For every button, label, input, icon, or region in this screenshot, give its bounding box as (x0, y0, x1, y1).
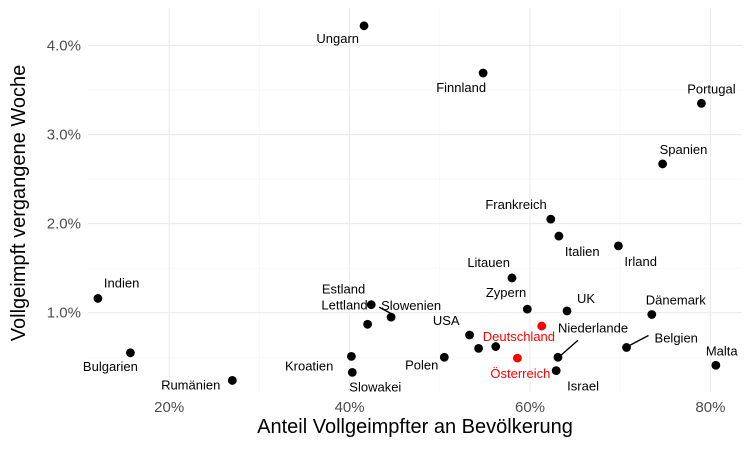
scatter-point (439, 352, 449, 362)
point-label: Niederlande (558, 320, 628, 335)
scatter-point (491, 342, 501, 351)
point-label: Lettland (321, 297, 367, 312)
point-label: Dänemark (646, 292, 706, 307)
scatter-point (359, 21, 369, 31)
x-axis-title: Anteil Vollgeimpfter an Bevölkerung (257, 416, 573, 438)
scatter-point (658, 159, 668, 169)
point-label: Estland (322, 282, 365, 297)
point-label: Ungarn (316, 31, 359, 46)
scatter-point (697, 98, 706, 108)
x-tick-label: 80% (695, 399, 725, 416)
scatter-point (711, 360, 721, 370)
label-leader-line (378, 306, 395, 316)
scatter-point (474, 343, 483, 353)
y-tick-label: 1.0% (47, 305, 81, 322)
point-label: Belgien (655, 330, 698, 345)
x-tick-label: 20% (154, 399, 184, 416)
y-axis-ticks: 1.0% 2.0% 3.0% 4.0% (47, 37, 81, 321)
point-label: Indien (104, 275, 139, 290)
label-leader-line (629, 334, 649, 347)
point-label: USA (433, 313, 460, 328)
scatter-point (478, 68, 488, 78)
point-label: Finnland (436, 80, 486, 95)
point-label: Spanien (660, 142, 708, 157)
point-labels: Ungarn Finnland Portugal Spanien Frankreich I… (83, 31, 738, 395)
x-tick-label: 60% (515, 399, 545, 416)
scatter-point (507, 273, 517, 283)
y-tick-label: 2.0% (47, 216, 81, 233)
point-label: Frankreich (485, 197, 546, 212)
point-label: Polen (405, 357, 438, 372)
point-label: Israel (567, 379, 599, 394)
point-label: Slowakei (349, 379, 401, 394)
scatter-point (553, 352, 563, 362)
scatter-point (522, 304, 532, 314)
scatter-point (554, 231, 564, 241)
scatter-point (366, 300, 376, 310)
scatter-point (546, 214, 556, 224)
point-label: Italien (565, 244, 600, 259)
label-leader-line (560, 339, 579, 356)
point-label: Slowenien (381, 298, 441, 313)
x-tick-label: 40% (335, 399, 365, 416)
scatter-point (562, 306, 572, 316)
point-label: Portugal (687, 81, 736, 96)
scatter-point (537, 321, 547, 331)
x-axis-ticks: 20% 40% 60% 80% (154, 399, 725, 416)
point-label: Kroatien (285, 358, 333, 373)
scatter-point (227, 376, 237, 385)
point-label: Malta (706, 343, 739, 358)
scatter-point (614, 241, 623, 251)
scatter-point (347, 351, 356, 361)
data-points (93, 21, 721, 385)
point-label: Rumänien (161, 377, 220, 392)
y-axis-title: Vollgeimpft vergangene Woche (8, 65, 30, 341)
point-label: Österreich (490, 366, 550, 381)
scatter-point (551, 366, 561, 376)
point-label: Deutschland (483, 329, 555, 344)
scatter-point (125, 348, 135, 358)
scatter-point (347, 367, 357, 377)
point-label: Bulgarien (83, 359, 138, 374)
minor-gridlines (88, 8, 742, 392)
scatter-point (512, 353, 522, 363)
point-label: Zypern (486, 285, 526, 300)
point-label: Irland (624, 254, 657, 269)
scatter-point (465, 330, 474, 340)
point-label: Litauen (467, 255, 510, 270)
scatter-point (93, 294, 103, 303)
major-gridlines (88, 8, 742, 392)
scatter-point (647, 310, 657, 319)
scatter-point (363, 319, 373, 329)
y-tick-label: 3.0% (47, 127, 81, 144)
y-tick-label: 4.0% (47, 37, 81, 54)
point-label: UK (577, 291, 595, 306)
scatter-point (622, 343, 631, 352)
